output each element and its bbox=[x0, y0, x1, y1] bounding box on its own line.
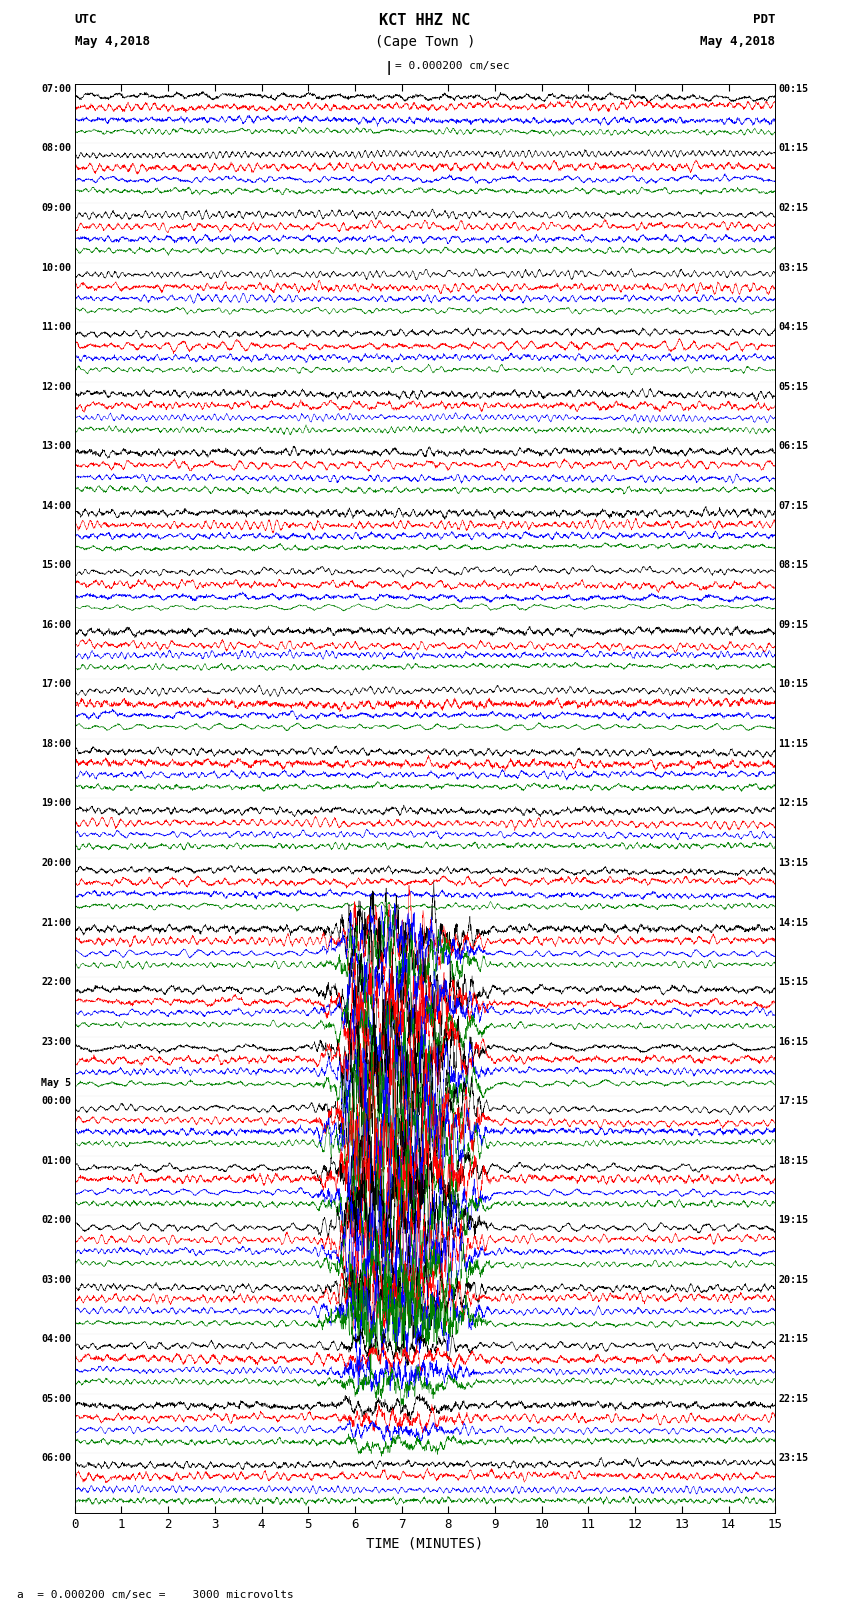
Text: 05:15: 05:15 bbox=[779, 382, 808, 392]
Text: 22:00: 22:00 bbox=[42, 977, 71, 987]
Text: 16:00: 16:00 bbox=[42, 619, 71, 629]
Text: 06:00: 06:00 bbox=[42, 1453, 71, 1463]
Text: 11:00: 11:00 bbox=[42, 323, 71, 332]
Text: 07:15: 07:15 bbox=[779, 500, 808, 511]
Text: May 4,2018: May 4,2018 bbox=[75, 35, 150, 48]
Text: 21:00: 21:00 bbox=[42, 918, 71, 927]
Text: 13:15: 13:15 bbox=[779, 858, 808, 868]
Text: 08:00: 08:00 bbox=[42, 144, 71, 153]
Text: 19:00: 19:00 bbox=[42, 798, 71, 808]
Text: 10:00: 10:00 bbox=[42, 263, 71, 273]
Text: 23:00: 23:00 bbox=[42, 1037, 71, 1047]
Text: 02:00: 02:00 bbox=[42, 1215, 71, 1226]
Text: 13:00: 13:00 bbox=[42, 442, 71, 452]
Text: 15:00: 15:00 bbox=[42, 560, 71, 571]
Text: 07:00: 07:00 bbox=[42, 84, 71, 94]
Text: 09:15: 09:15 bbox=[779, 619, 808, 629]
Text: 19:15: 19:15 bbox=[779, 1215, 808, 1226]
Text: 11:15: 11:15 bbox=[779, 739, 808, 748]
Text: 01:15: 01:15 bbox=[779, 144, 808, 153]
Text: 15:15: 15:15 bbox=[779, 977, 808, 987]
Text: May 4,2018: May 4,2018 bbox=[700, 35, 775, 48]
Text: 18:00: 18:00 bbox=[42, 739, 71, 748]
Text: 08:15: 08:15 bbox=[779, 560, 808, 571]
Text: 20:15: 20:15 bbox=[779, 1274, 808, 1286]
Text: |: | bbox=[385, 61, 394, 76]
Text: 03:00: 03:00 bbox=[42, 1274, 71, 1286]
Text: 12:15: 12:15 bbox=[779, 798, 808, 808]
Text: 22:15: 22:15 bbox=[779, 1394, 808, 1403]
Text: 17:00: 17:00 bbox=[42, 679, 71, 689]
Text: 14:15: 14:15 bbox=[779, 918, 808, 927]
Text: KCT HHZ NC: KCT HHZ NC bbox=[379, 13, 471, 27]
Text: 20:00: 20:00 bbox=[42, 858, 71, 868]
Text: 00:15: 00:15 bbox=[779, 84, 808, 94]
Text: 09:00: 09:00 bbox=[42, 203, 71, 213]
Text: 01:00: 01:00 bbox=[42, 1155, 71, 1166]
Text: 03:15: 03:15 bbox=[779, 263, 808, 273]
Text: 18:15: 18:15 bbox=[779, 1155, 808, 1166]
Text: 06:15: 06:15 bbox=[779, 442, 808, 452]
Text: 23:15: 23:15 bbox=[779, 1453, 808, 1463]
Text: 05:00: 05:00 bbox=[42, 1394, 71, 1403]
Text: 14:00: 14:00 bbox=[42, 500, 71, 511]
Text: 21:15: 21:15 bbox=[779, 1334, 808, 1344]
Text: a  = 0.000200 cm/sec =    3000 microvolts: a = 0.000200 cm/sec = 3000 microvolts bbox=[17, 1590, 294, 1600]
Text: (Cape Town ): (Cape Town ) bbox=[375, 35, 475, 50]
Text: 12:00: 12:00 bbox=[42, 382, 71, 392]
Text: 02:15: 02:15 bbox=[779, 203, 808, 213]
Text: UTC: UTC bbox=[75, 13, 97, 26]
Text: May 5: May 5 bbox=[42, 1077, 71, 1089]
Text: 16:15: 16:15 bbox=[779, 1037, 808, 1047]
Text: 00:00: 00:00 bbox=[42, 1097, 71, 1107]
X-axis label: TIME (MINUTES): TIME (MINUTES) bbox=[366, 1537, 484, 1550]
Text: 10:15: 10:15 bbox=[779, 679, 808, 689]
Text: 04:15: 04:15 bbox=[779, 323, 808, 332]
Text: PDT: PDT bbox=[753, 13, 775, 26]
Text: 04:00: 04:00 bbox=[42, 1334, 71, 1344]
Text: = 0.000200 cm/sec: = 0.000200 cm/sec bbox=[395, 61, 510, 71]
Text: 17:15: 17:15 bbox=[779, 1097, 808, 1107]
